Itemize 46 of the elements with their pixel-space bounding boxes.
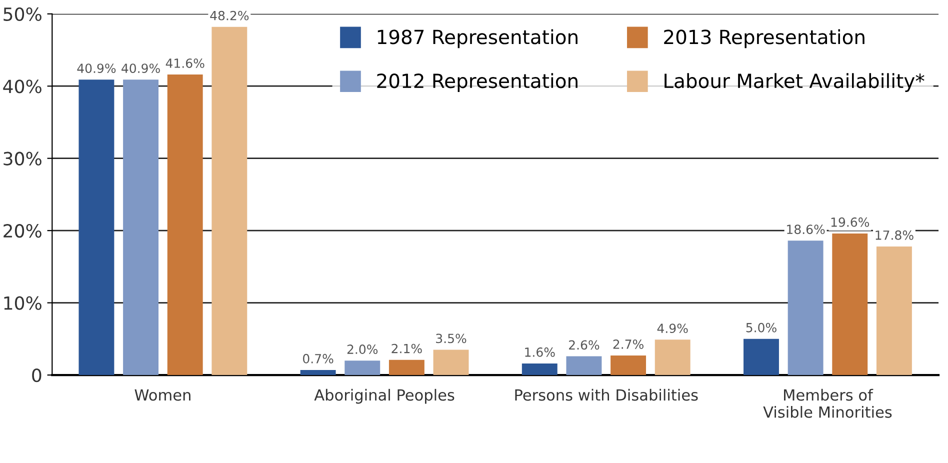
bar bbox=[123, 80, 159, 376]
bar bbox=[610, 356, 646, 376]
data-label: 40.9% bbox=[122, 64, 160, 74]
bar bbox=[433, 350, 469, 376]
bar bbox=[78, 80, 114, 376]
data-label: 48.2% bbox=[210, 10, 249, 20]
x-tick-label: Women bbox=[134, 389, 190, 401]
y-tick-label: 40% bbox=[3, 80, 42, 94]
data-label: 40.9% bbox=[77, 64, 116, 74]
legend-label: Labour Market Availability* bbox=[664, 73, 924, 92]
data-label: 3.5% bbox=[436, 334, 466, 344]
data-label: 4.9% bbox=[657, 324, 688, 334]
y-tick-label: 20% bbox=[4, 224, 42, 238]
x-tick-label: Members of Visible Minorities bbox=[763, 388, 892, 418]
data-label: 2.0% bbox=[347, 344, 378, 354]
legend-label: 1987 Representation bbox=[378, 29, 578, 48]
bar bbox=[566, 356, 602, 376]
y-tick-label: 30% bbox=[4, 152, 42, 166]
y-tick-label: 0 bbox=[32, 368, 42, 382]
data-label: 2.7% bbox=[613, 339, 644, 349]
bar bbox=[832, 233, 868, 376]
y-tick-label: 10% bbox=[4, 296, 42, 310]
data-label: 17.8% bbox=[876, 230, 914, 240]
x-tick-label: Aboriginal Peoples bbox=[314, 388, 454, 404]
bar bbox=[788, 240, 824, 376]
data-label: 2.6% bbox=[569, 340, 600, 350]
data-label: 1.6% bbox=[525, 347, 555, 357]
x-tick-label: Persons with Disabilities bbox=[515, 388, 698, 401]
legend-label: 2013 Representation bbox=[664, 29, 864, 48]
bar bbox=[167, 74, 203, 376]
data-label: 2.1% bbox=[392, 344, 422, 354]
legend-label: 2012 Representation bbox=[377, 73, 578, 92]
bar bbox=[388, 360, 424, 376]
y-tick-label: 50% bbox=[4, 7, 42, 22]
data-label: 0.7% bbox=[303, 354, 334, 364]
bar bbox=[522, 363, 558, 376]
bar bbox=[876, 246, 912, 376]
data-label: 41.6% bbox=[166, 58, 204, 68]
bar bbox=[744, 338, 779, 376]
data-label: 5.0% bbox=[746, 322, 776, 332]
bar bbox=[212, 26, 248, 376]
bar bbox=[344, 360, 380, 376]
data-label: 19.6% bbox=[831, 217, 870, 227]
bar bbox=[654, 340, 690, 376]
data-label: 18.6% bbox=[787, 224, 825, 234]
bar bbox=[300, 370, 336, 376]
